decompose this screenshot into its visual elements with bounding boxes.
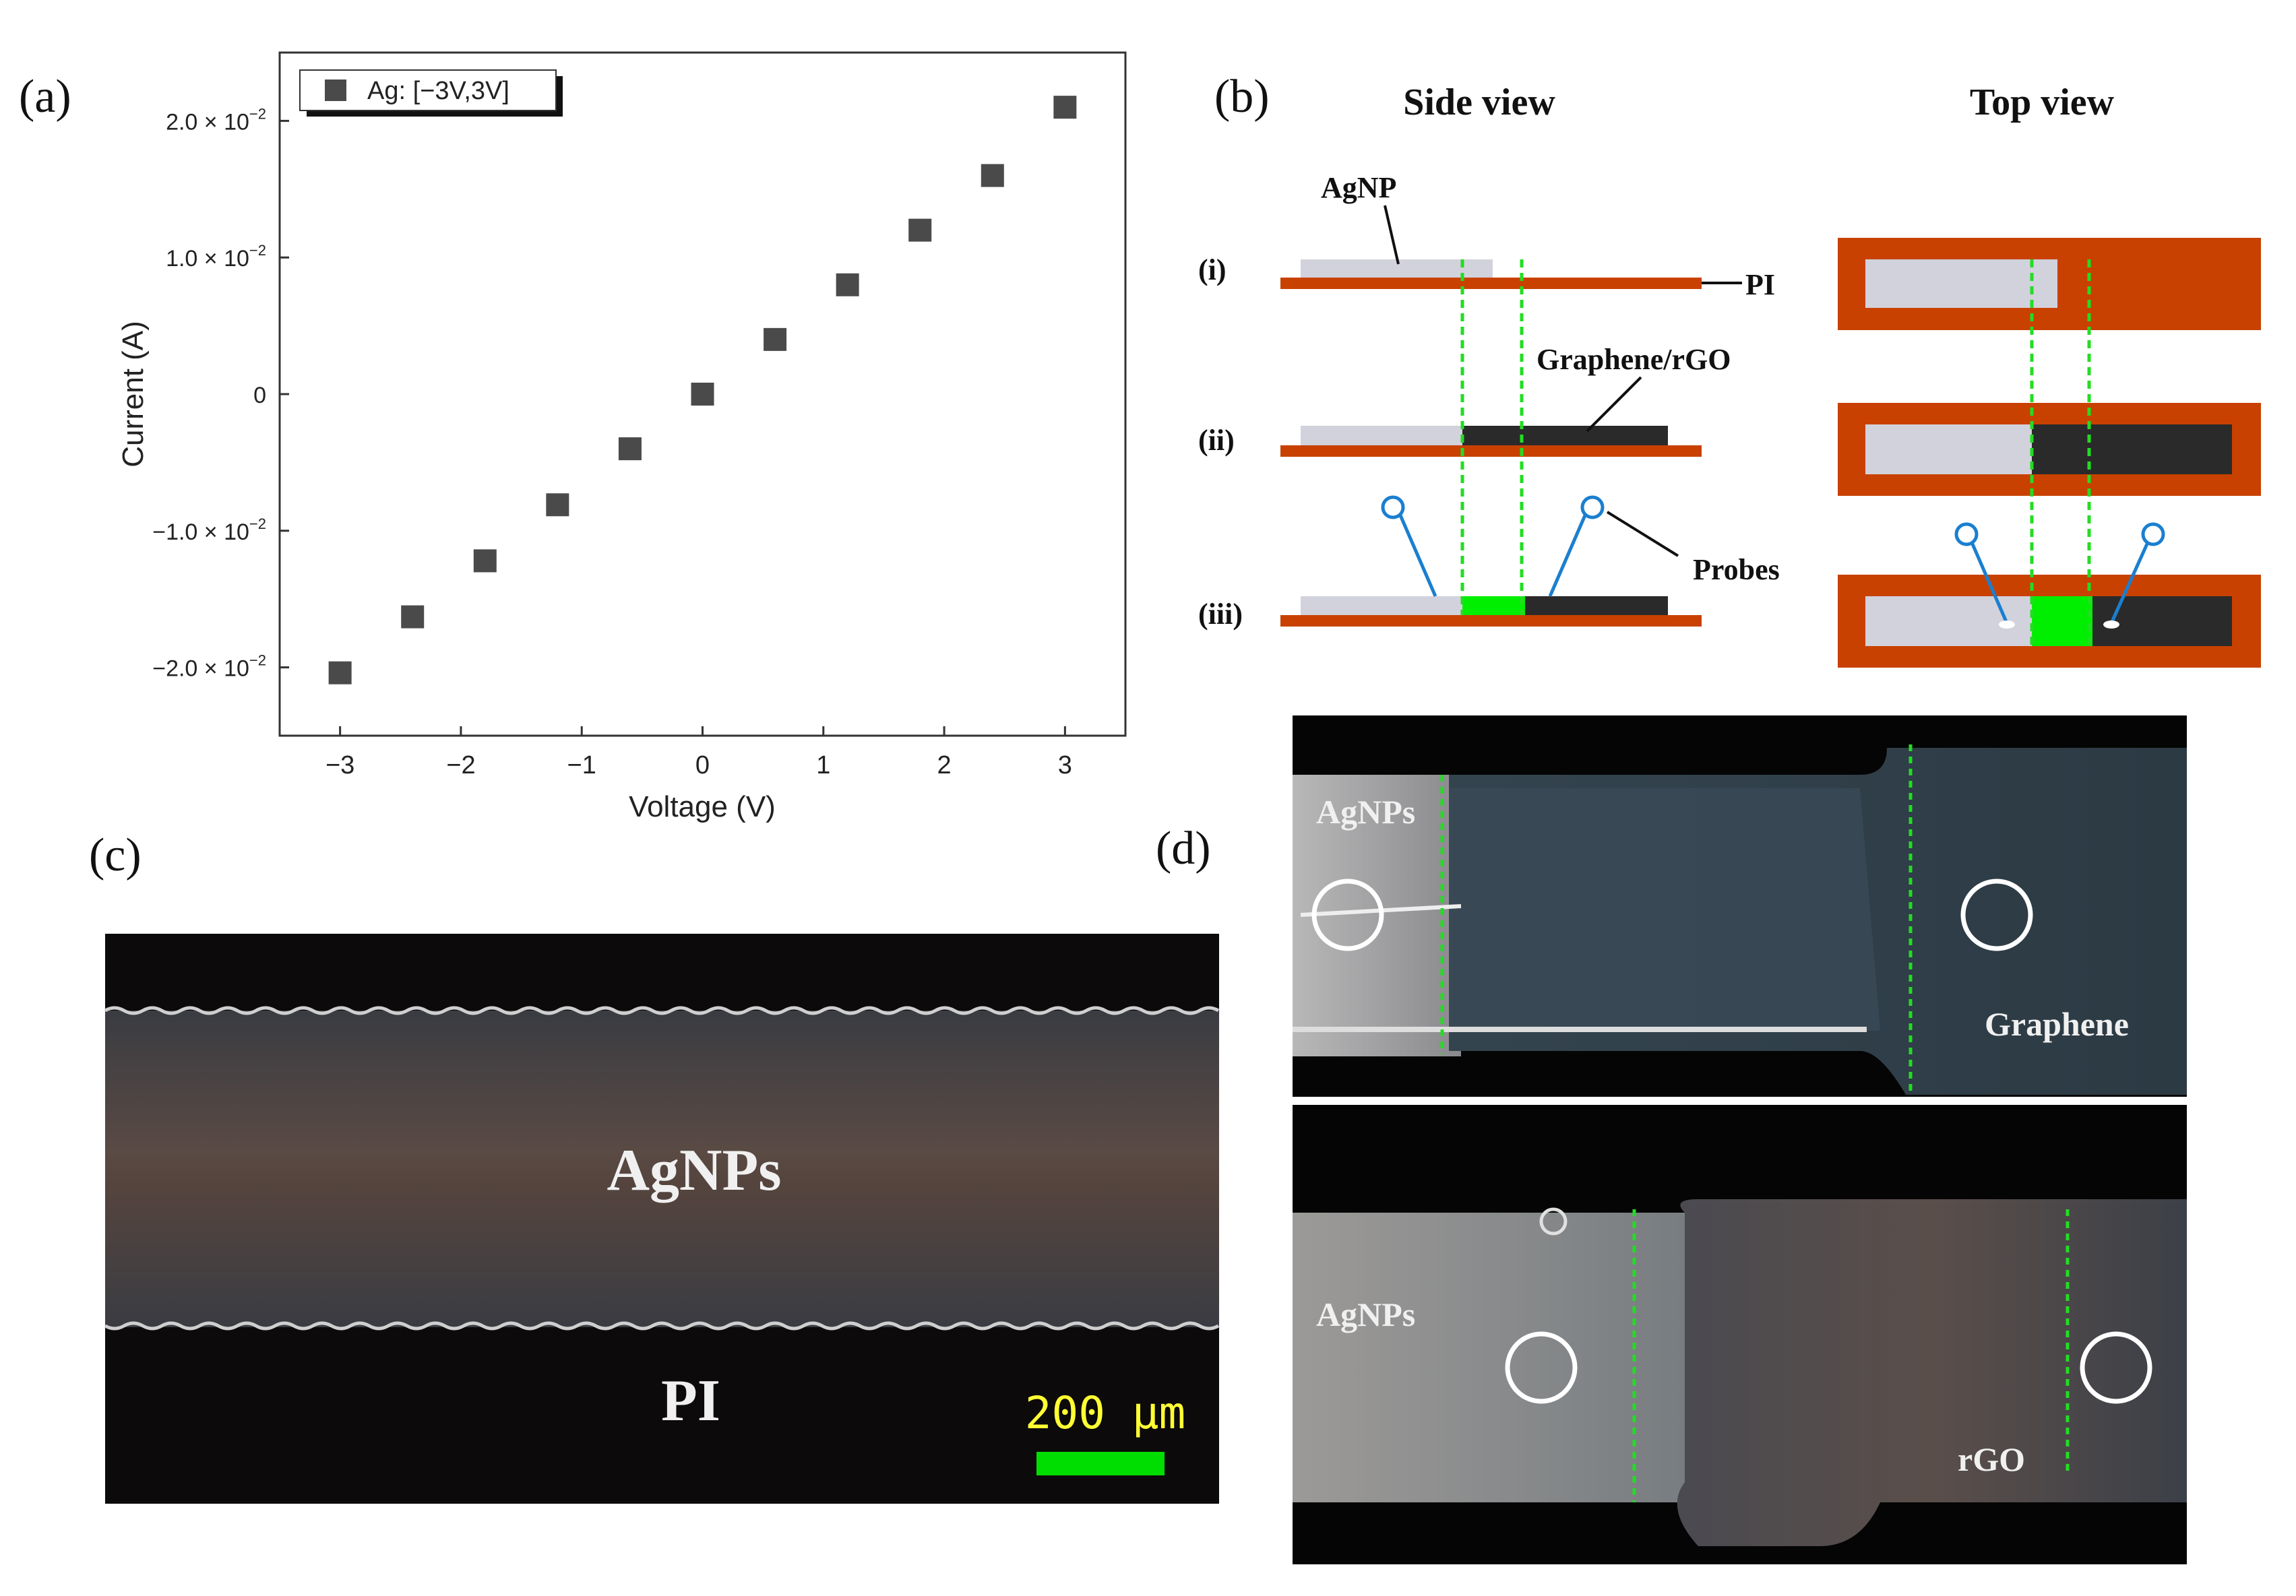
agnps-label: AgNPs [607, 1138, 781, 1203]
x-tick-label: −3 [325, 751, 354, 779]
channel-region [1462, 596, 1525, 615]
graphene-inner [1449, 788, 1880, 1031]
micrograph-c: AgNPs PI 200 μm [104, 934, 1220, 1504]
data-point [836, 273, 859, 296]
probes-label: Probes [1693, 553, 1780, 586]
panel-label-d: (d) [1156, 823, 1211, 874]
graphene-label: Graphene [1985, 1005, 2129, 1043]
x-tick-label: 2 [937, 751, 952, 779]
legend-label: Ag: [−3V,3V] [367, 77, 509, 105]
panel-label-a: (a) [19, 71, 71, 123]
panel-label-c: (c) [89, 829, 142, 881]
data-point [546, 493, 569, 517]
rgo-region [1677, 1199, 2187, 1546]
data-point [981, 164, 1004, 187]
graphene-layer [2032, 424, 2232, 474]
probe-contact-icon [1999, 620, 2015, 629]
y-tick-label: 0 [253, 383, 266, 408]
row-label-i: (i) [1198, 253, 1227, 286]
data-point [691, 383, 714, 406]
y-axis-label: Current (A) [117, 321, 150, 468]
pi-substrate [1280, 615, 1702, 627]
agnp-layer [1301, 426, 1462, 445]
probe-contact-icon [2103, 620, 2119, 629]
agnp-leader [1384, 205, 1400, 265]
x-axis-ticks: −3 −2 −1 0 1 2 3 [325, 726, 1072, 779]
probe-spot-icon [2080, 1331, 2152, 1404]
y-tick-label: 1.0 × 10−2 [166, 242, 266, 272]
legend-marker [325, 79, 346, 101]
pi-label: PI [661, 1368, 720, 1434]
probe-right [2109, 540, 2150, 625]
x-tick-label: −1 [567, 751, 596, 779]
x-axis-label: Voltage (V) [629, 790, 776, 823]
rgo-label: rGO [1958, 1440, 2025, 1478]
legend: Ag: [−3V,3V] [299, 69, 563, 117]
side-view: (i) AgNP PI (ii) Graphene/rGO (iii) Prob… [1198, 171, 1780, 631]
x-tick-label: 1 [816, 751, 830, 779]
x-tick-label: 0 [695, 751, 710, 779]
probe-spot-icon [1311, 879, 1384, 951]
agnps-label: AgNPs [1316, 1296, 1415, 1333]
x-tick-label: 3 [1058, 751, 1072, 779]
pi-substrate [1280, 445, 1702, 457]
y-tick-label: 2.0 × 10−2 [166, 105, 266, 135]
graphene-layer [1462, 426, 1668, 445]
scale-bar [1036, 1452, 1165, 1475]
y-tick-label: −1.0 × 10−2 [152, 515, 266, 545]
data-point [908, 218, 932, 242]
y-axis-ticks: −2.0 × 10−2 −1.0 × 10−2 0 1.0 × 10−2 2.0 × 1… [152, 105, 289, 682]
probe-tip-icon [1381, 495, 1405, 519]
channel-region [2032, 596, 2092, 646]
x-tick-label: −2 [446, 751, 475, 779]
pi-substrate [1280, 278, 1702, 289]
data-point [618, 437, 642, 461]
agnp-region [1293, 1213, 1697, 1502]
probe-spot-icon [1505, 1331, 1578, 1404]
top-view-title: Top view [1970, 82, 2115, 123]
iv-chart: −3 −2 −1 0 1 2 3 −2.0 × 10−2 −1.0 × 10−2 0 1.0 × … [117, 51, 1127, 823]
stripe-edge-bottom [104, 1321, 1220, 1331]
scale-bar-label: 200 μm [1025, 1387, 1185, 1439]
panel-label-b: (b) [1214, 71, 1270, 123]
probe-tip-icon [1954, 522, 1979, 546]
micrograph-d-bottom: AgNPs rGO [1293, 1105, 2187, 1564]
agnp-stripe [105, 1011, 1219, 1327]
probe-spot-icon [1960, 879, 2033, 951]
y-tick-label: −2.0 × 10−2 [152, 652, 266, 682]
row-label-ii: (ii) [1198, 424, 1235, 457]
side-view-title: Side view [1403, 82, 1555, 123]
agnp-layer [1865, 259, 2057, 308]
probe-tip-icon [2141, 522, 2165, 546]
probe-right [1548, 510, 1589, 597]
top-view [1838, 238, 2261, 668]
data-point [764, 327, 787, 351]
agnp-layer [1865, 424, 2032, 474]
agnps-label: AgNPs [1316, 793, 1415, 831]
probe-left [1396, 510, 1437, 597]
probes-leader [1606, 511, 1679, 557]
graphene-leader [1586, 376, 1642, 433]
data-point [473, 549, 497, 573]
agnp-layer [1301, 596, 1462, 615]
data-point [401, 605, 425, 629]
particle-icon [1539, 1207, 1568, 1236]
probe-tip-icon [1580, 495, 1605, 519]
stripe-edge-top [104, 1006, 1220, 1015]
data-point [1053, 96, 1077, 119]
row-label-iii: (iii) [1198, 598, 1243, 631]
data-points [328, 96, 1077, 684]
probe-left [1969, 540, 2009, 624]
data-point [328, 661, 352, 684]
graphene-rgo-label: Graphene/rGO [1537, 343, 1731, 376]
agnp-label: AgNP [1321, 171, 1396, 204]
pi-label: PI [1745, 268, 1775, 301]
graphene-layer [1525, 596, 1668, 615]
micrograph-d-top: AgNPs Graphene [1293, 715, 2187, 1097]
